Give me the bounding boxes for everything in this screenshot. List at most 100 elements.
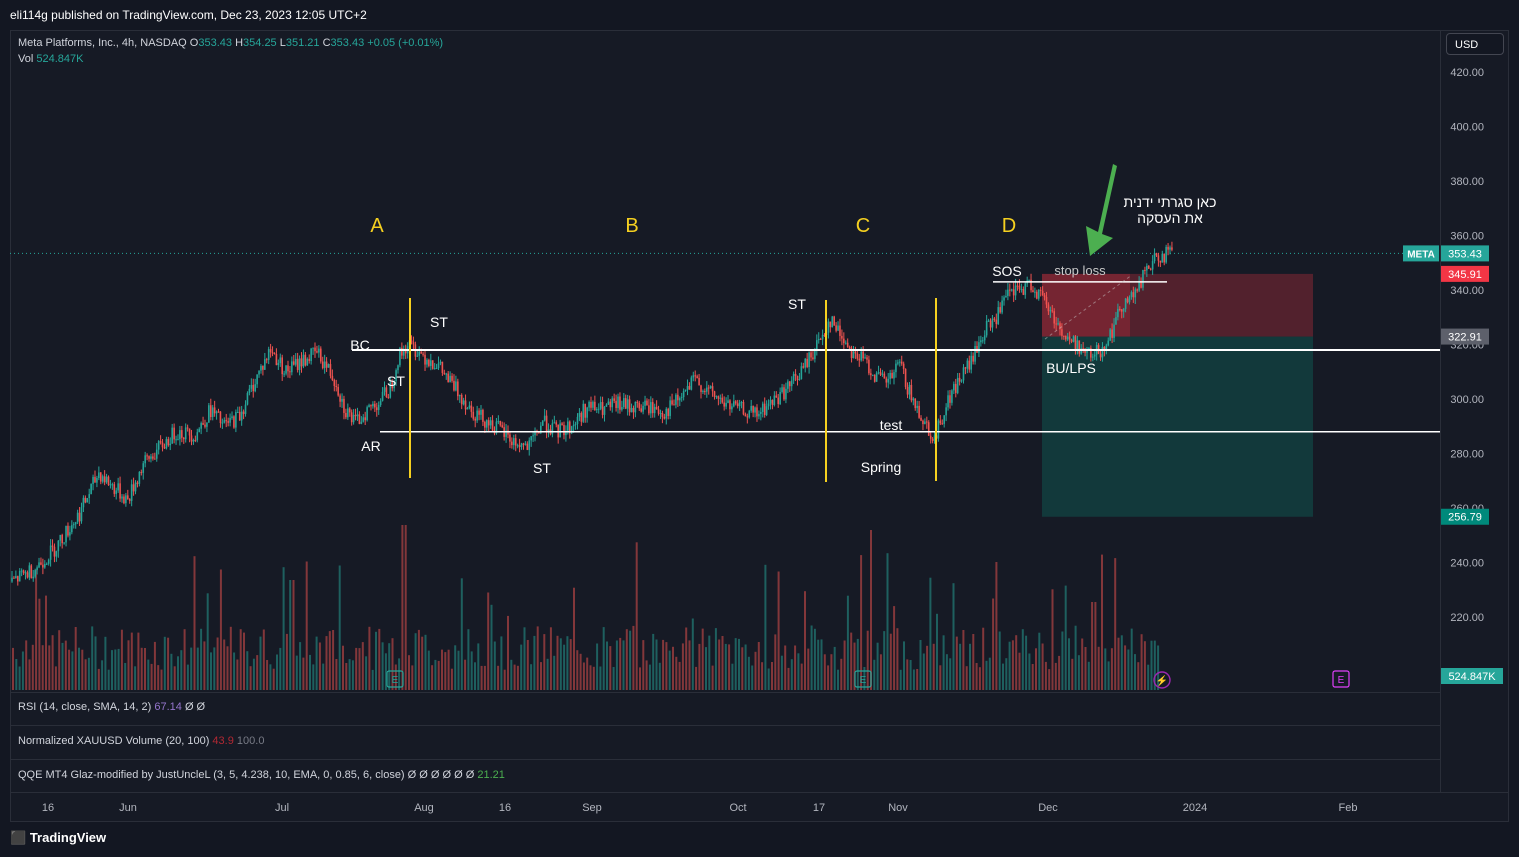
candle-body: [684, 389, 687, 392]
candle-body: [856, 353, 859, 359]
candle-body: [1064, 336, 1067, 340]
candle-body: [381, 391, 384, 401]
volume-bar: [1051, 589, 1054, 690]
candle-body: [692, 375, 695, 378]
candle-body: [800, 366, 803, 380]
volume-bar: [414, 633, 417, 690]
candle-body: [16, 576, 19, 582]
candle-body: [192, 439, 195, 442]
candle-body: [819, 338, 822, 340]
volume-bar: [305, 561, 308, 690]
xau-pane-label[interactable]: Normalized XAUUSD Volume (20, 100) 43.9 …: [18, 735, 264, 747]
candle-body: [817, 338, 820, 341]
volume-bar: [1114, 558, 1117, 690]
price-badge: [1441, 328, 1489, 345]
wyckoff-annotation: ST: [387, 373, 405, 389]
volume-bar: [348, 659, 351, 690]
candle-body: [262, 365, 264, 370]
time-tick: Aug: [414, 802, 434, 814]
volume-bar: [328, 631, 331, 690]
candle-body: [690, 377, 693, 390]
candle-body: [501, 425, 504, 428]
symbol-name[interactable]: Meta Platforms, Inc., 4h, NASDAQ: [18, 37, 187, 49]
candle-body: [814, 349, 816, 359]
volume-bar: [922, 653, 925, 690]
candle-body: [283, 373, 285, 375]
candle-body: [433, 368, 436, 370]
volume-bar: [289, 580, 292, 690]
candle-body: [132, 484, 135, 492]
candle-body: [238, 411, 241, 421]
candle-body: [680, 397, 683, 399]
currency-button[interactable]: USD: [1446, 33, 1504, 55]
volume-bar: [282, 567, 285, 690]
candle-body: [943, 415, 945, 424]
candle-body: [248, 388, 251, 394]
candle-body: [1020, 289, 1023, 291]
candle-body: [1099, 353, 1102, 358]
volume-bar: [371, 669, 374, 690]
volume-bar: [480, 665, 483, 690]
volume-bar: [972, 634, 975, 690]
volume-bar: [15, 659, 18, 690]
volume-bar: [813, 628, 816, 690]
candle-body: [777, 397, 780, 405]
candle-body: [1140, 281, 1142, 288]
candle-body: [138, 471, 141, 484]
candle-body: [1115, 317, 1117, 325]
candle-body: [78, 512, 81, 522]
volume-bar: [642, 640, 645, 690]
candle-body: [702, 390, 704, 393]
volume-bar: [1127, 649, 1130, 690]
volume-bar: [1143, 641, 1146, 690]
candle-body: [522, 443, 525, 445]
candle-body: [640, 408, 642, 412]
volume-bar: [1157, 645, 1160, 690]
candle-body: [742, 402, 745, 415]
time-tick: 16: [42, 802, 54, 814]
candle-body: [184, 427, 187, 440]
candle-body: [924, 421, 926, 425]
price-badge-value: 256.79: [1448, 512, 1482, 524]
volume-bar: [843, 640, 846, 690]
candle-body: [188, 428, 191, 436]
candle-body: [939, 420, 942, 424]
volume-bar: [896, 628, 899, 690]
candle-body: [611, 398, 614, 408]
rsi-extra: Ø Ø: [184, 701, 206, 713]
price-tick: 400.00: [1450, 122, 1484, 134]
candle-body: [1128, 296, 1131, 303]
candle-body: [113, 484, 116, 494]
volume-bar: [1104, 648, 1107, 690]
candle-body: [422, 353, 424, 355]
candle-body: [829, 321, 832, 328]
candle-body: [619, 396, 621, 410]
candle-body: [1030, 279, 1032, 291]
candle-body: [254, 384, 256, 392]
volume-label[interactable]: Vol: [18, 53, 34, 65]
volume-bar: [629, 630, 632, 690]
candle-body: [343, 398, 345, 413]
volume-bar: [757, 642, 760, 690]
candle-body: [308, 358, 311, 361]
candle-body: [686, 386, 689, 390]
candle-body: [470, 405, 473, 412]
candle-body: [186, 427, 189, 429]
candle-body: [181, 430, 183, 438]
candle-body: [443, 372, 446, 374]
candle-body: [648, 405, 650, 414]
volume-bar: [345, 663, 348, 690]
tradingview-logo[interactable]: ⬛ TradingView: [10, 830, 106, 846]
candle-body: [74, 522, 77, 525]
price-tick: 420.00: [1450, 67, 1484, 79]
candle-body: [964, 367, 967, 369]
price-badge: [1441, 265, 1489, 282]
candle-body: [787, 381, 789, 389]
qqe-pane-label[interactable]: QQE MT4 Glaz-modified by JustUncleL (3, …: [18, 769, 505, 781]
candle-body: [350, 412, 353, 423]
candle-body: [931, 438, 934, 441]
rsi-pane-label[interactable]: RSI (14, close, SMA, 14, 2) 67.14 Ø Ø: [18, 701, 205, 713]
candle-body: [354, 414, 357, 417]
candle-body: [667, 408, 669, 416]
